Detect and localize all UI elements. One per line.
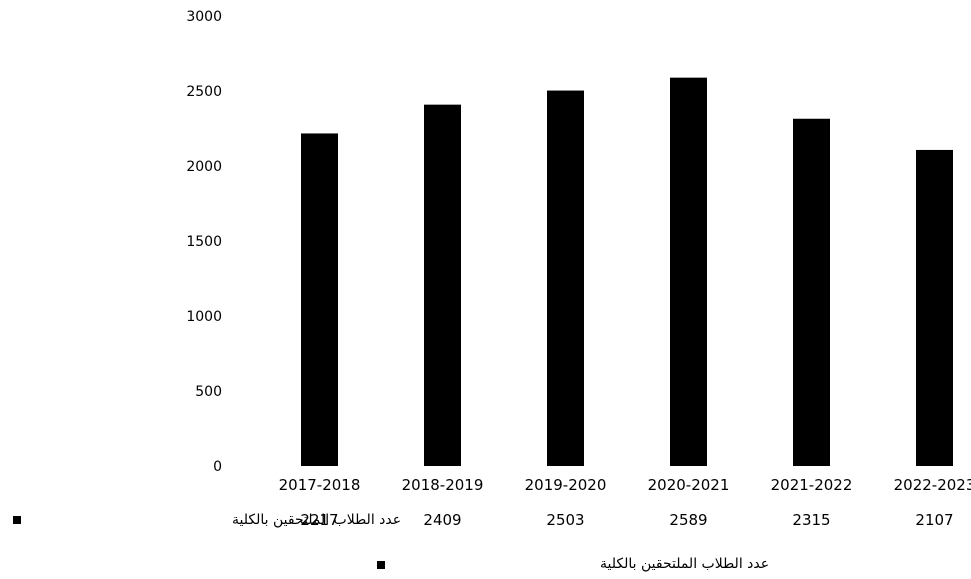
data-label: 2589 — [669, 511, 707, 529]
data-label: 2409 — [423, 511, 461, 529]
data-label: 2107 — [915, 511, 953, 529]
bars — [301, 77, 953, 467]
data-label: 2315 — [792, 511, 830, 529]
y-tick-label: 3000 — [186, 9, 222, 25]
y-axis: 0 500 1000 1500 2000 2500 3000 — [186, 9, 222, 475]
legend-key — [377, 561, 385, 569]
category-label: 2021-2022 — [771, 476, 853, 494]
bar — [793, 118, 830, 466]
category-label: 2020-2021 — [648, 476, 730, 494]
bar — [547, 90, 584, 467]
data-label: 2503 — [546, 511, 584, 529]
bar — [301, 133, 338, 466]
category-label: 2022-2023 — [894, 476, 971, 494]
table-row-label: عدد الطلاب الملتحقين بالكلية — [232, 512, 401, 528]
category-label: 2017-2018 — [279, 476, 361, 494]
category-label: 2019-2020 — [525, 476, 607, 494]
category-label: 2018-2019 — [402, 476, 484, 494]
y-tick-label: 0 — [213, 459, 222, 475]
y-tick-label: 500 — [195, 384, 222, 400]
legend-label: عدد الطلاب الملتحقين بالكلية — [600, 556, 769, 572]
y-tick-label: 1000 — [186, 309, 222, 325]
bar — [670, 77, 707, 467]
table-legend-key — [13, 516, 21, 524]
y-tick-label: 2000 — [186, 159, 222, 175]
category-labels: 2017-2018 2018-2019 2019-2020 2020-2021 2021… — [279, 476, 971, 494]
data-label: 2217 — [300, 511, 338, 529]
legend: عدد الطلاب الملتحقين بالكلية — [377, 556, 769, 572]
bar — [916, 149, 953, 466]
y-tick-label: 1500 — [186, 234, 222, 250]
y-tick-label: 2500 — [186, 84, 222, 100]
bar — [424, 104, 461, 467]
